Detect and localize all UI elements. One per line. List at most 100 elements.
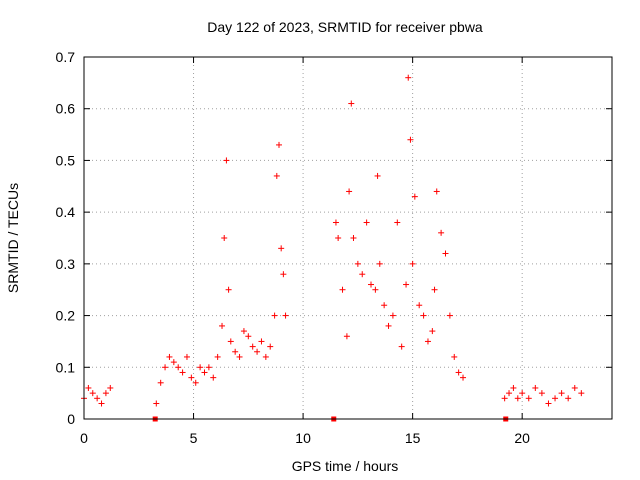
data-point <box>278 245 285 252</box>
data-point <box>249 343 256 350</box>
data-point <box>201 369 208 376</box>
data-point <box>438 229 445 236</box>
data-point <box>416 302 423 309</box>
data-point <box>433 188 440 195</box>
data-point <box>411 193 418 200</box>
data-point <box>170 359 177 366</box>
data-point <box>183 353 190 360</box>
data-point <box>429 328 436 335</box>
data-point <box>343 333 350 340</box>
data-point <box>219 322 226 329</box>
data-point <box>179 369 186 376</box>
data-point <box>354 260 361 267</box>
x-tick-label: 15 <box>405 430 421 446</box>
y-axis-label: SRMTID / TECUs <box>5 183 21 293</box>
data-point <box>578 390 585 397</box>
chart-title: Day 122 of 2023, SRMTID for receiver pbw… <box>207 19 483 35</box>
data-point <box>525 395 532 402</box>
data-point <box>571 384 578 391</box>
data-point <box>565 395 572 402</box>
data-point <box>346 188 353 195</box>
data-points <box>81 74 585 422</box>
data-point <box>519 390 526 397</box>
data-point <box>157 379 164 386</box>
data-point <box>552 395 559 402</box>
data-point <box>254 348 261 355</box>
y-tick-label: 0.2 <box>56 308 76 324</box>
data-point <box>409 260 416 267</box>
data-point <box>431 286 438 293</box>
data-point <box>407 136 414 143</box>
data-point <box>405 74 412 81</box>
data-point <box>348 100 355 107</box>
data-point <box>532 384 539 391</box>
data-point <box>275 141 282 148</box>
data-point <box>262 353 269 360</box>
data-point <box>339 286 346 293</box>
data-point <box>153 400 160 407</box>
y-tick-label: 0.6 <box>56 101 76 117</box>
data-point <box>98 400 105 407</box>
data-point <box>394 219 401 226</box>
data-point <box>223 157 230 164</box>
x-tick-label: 20 <box>514 430 530 446</box>
data-point <box>424 338 431 345</box>
y-tick-label: 0 <box>67 411 75 427</box>
data-point <box>545 400 552 407</box>
data-point <box>227 338 234 345</box>
data-point <box>162 364 169 371</box>
data-point <box>389 312 396 319</box>
data-point <box>420 312 427 319</box>
data-point <box>240 328 247 335</box>
data-point <box>188 374 195 381</box>
data-point <box>385 322 392 329</box>
data-point <box>446 312 453 319</box>
y-tick-label: 0.4 <box>56 204 76 220</box>
data-point <box>506 390 513 397</box>
data-point <box>335 235 342 241</box>
data-point <box>350 235 357 241</box>
data-point <box>376 260 383 267</box>
data-point <box>538 390 545 397</box>
data-point <box>442 250 449 257</box>
data-point <box>363 219 370 226</box>
data-point <box>271 312 278 319</box>
data-point <box>558 390 565 397</box>
data-point <box>381 302 388 309</box>
data-point <box>267 343 274 350</box>
data-point <box>205 364 212 371</box>
data-point <box>232 348 239 355</box>
data-point <box>398 343 405 350</box>
data-point <box>510 384 517 391</box>
data-point <box>245 333 252 340</box>
data-point <box>166 353 173 360</box>
x-tick-label: 5 <box>190 430 198 446</box>
data-point <box>455 369 462 376</box>
data-point <box>451 353 458 360</box>
data-point <box>225 286 232 293</box>
grid-lines <box>84 57 612 419</box>
data-point <box>107 384 114 391</box>
data-point <box>332 219 339 226</box>
data-point <box>89 390 96 397</box>
data-point <box>236 353 243 360</box>
data-point <box>460 374 467 381</box>
data-point <box>94 395 101 402</box>
data-point <box>192 379 199 386</box>
data-point <box>85 384 92 391</box>
data-point <box>175 364 182 371</box>
data-point <box>374 172 381 179</box>
data-point <box>273 172 280 179</box>
data-point <box>197 364 204 371</box>
data-point <box>280 271 287 278</box>
data-point <box>214 353 221 360</box>
data-point <box>372 286 379 293</box>
x-tick-label: 0 <box>80 430 88 446</box>
plot-frame <box>83 56 613 420</box>
y-tick-label: 0.3 <box>56 256 76 272</box>
data-point <box>102 390 109 397</box>
data-point <box>514 395 521 402</box>
data-point <box>258 338 265 345</box>
y-tick-label: 0.5 <box>56 152 76 168</box>
